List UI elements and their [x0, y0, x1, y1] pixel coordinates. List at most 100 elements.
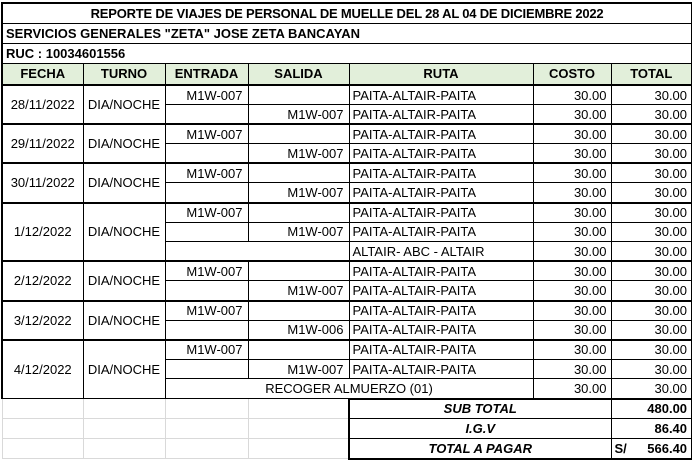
- trip-row: M1W-007 PAITA-ALTAIR-PAITA 30.00 30.00: [2, 104, 692, 125]
- entrada-cell: M1W-007: [164, 260, 249, 282]
- salida-cell: M1W-007: [247, 182, 350, 204]
- turno-cell: DIA/NOCHE: [82, 83, 166, 125]
- total-cell: 30.00: [610, 260, 692, 282]
- trip-row: 4/12/2022 DIA/NOCHE M1W-007 PAITA-ALTAIR…: [1, 338, 692, 399]
- entrada-cell: M1W-007: [164, 162, 249, 184]
- ruta-cell: PAITA-ALTAIR-PAITA: [348, 260, 534, 282]
- fecha-cell: 29/11/2022: [1, 123, 84, 164]
- ruta-cell: PAITA-ALTAIR-PAITA: [348, 358, 534, 380]
- salida-cell: [247, 299, 350, 321]
- entrada-cell: M1W-007: [164, 338, 249, 360]
- entrada-cell: M1W-007: [164, 84, 249, 106]
- ruta-cell: PAITA-ALTAIR-PAITA: [348, 201, 534, 223]
- empty-grid-cell: [164, 438, 249, 459]
- total-cell: 30.00: [610, 280, 692, 302]
- costo-cell: 30.00: [532, 123, 612, 145]
- turno-cell: DIA/NOCHE: [82, 123, 166, 164]
- empty-grid-cell: [164, 418, 249, 439]
- ruta-cell: PAITA-ALTAIR-PAITA: [348, 123, 534, 145]
- salida-cell: [247, 260, 350, 282]
- col-header-entrada: ENTRADA: [164, 62, 249, 86]
- total-cell: 30.00: [610, 241, 692, 262]
- ruta-cell: PAITA-ALTAIR-PAITA: [348, 182, 534, 204]
- col-header-costo: COSTO: [532, 62, 612, 86]
- trip-row: M1W-007 PAITA-ALTAIR-PAITA 30.00 30.00: [2, 182, 692, 204]
- empty-grid-cell: [82, 438, 166, 459]
- total-a-pagar-label: TOTAL A PAGAR: [348, 438, 612, 460]
- total-cell: 30.00: [610, 162, 692, 184]
- empty-grid-cell: [82, 398, 166, 419]
- salida-cell: [247, 84, 350, 106]
- entrada-cell: [164, 143, 249, 164]
- fecha-cell: 2/12/2022: [1, 260, 84, 302]
- total-cell: 30.00: [610, 84, 692, 106]
- trip-row: M1W-007 PAITA-ALTAIR-PAITA 30.00 30.00: [2, 221, 692, 243]
- trip-row: 3/12/2022 DIA/NOCHE M1W-007 PAITA-ALTAIR…: [1, 299, 692, 341]
- trip-row: 28/11/2022 DIA/NOCHE M1W-007 PAITA-ALTAI…: [1, 83, 692, 125]
- costo-cell: 30.00: [532, 280, 612, 302]
- salida-cell: M1W-007: [247, 358, 350, 380]
- costo-cell: 30.00: [532, 84, 612, 106]
- salida-cell: [247, 162, 350, 184]
- total-cell: 30.00: [610, 182, 692, 204]
- recoger-almuerzo-cell: RECOGER ALMUERZO (01): [164, 378, 534, 399]
- ruta-cell: PAITA-ALTAIR-PAITA: [348, 319, 534, 341]
- ruc-row: RUC : 10034601556: [0, 42, 692, 64]
- empty-grid-cell: [1, 438, 84, 459]
- subtotal-value: 480.00: [610, 397, 692, 419]
- salida-cell: M1W-006: [247, 319, 350, 341]
- total-cell: 30.00: [610, 123, 692, 145]
- igv-value: 86.40: [610, 418, 692, 439]
- salida-cell: [247, 201, 350, 223]
- col-header-fecha: FECHA: [1, 62, 84, 86]
- currency-symbol: S/: [614, 440, 627, 456]
- igv-label: I.G.V: [348, 418, 612, 439]
- salida-cell: M1W-007: [247, 143, 350, 164]
- entrada-salida-merged-cell: [164, 241, 350, 262]
- costo-cell: 30.00: [532, 162, 612, 184]
- salida-cell: M1W-007: [247, 221, 350, 243]
- title-row: REPORTE DE VIAJES DE PERSONAL DE MUELLE …: [0, 2, 692, 24]
- col-header-salida: SALIDA: [247, 62, 350, 86]
- entrada-cell: M1W-007: [164, 123, 249, 145]
- total-amount: 566.40: [647, 440, 688, 456]
- fecha-cell: 30/11/2022: [1, 162, 84, 204]
- trip-row: 30/11/2022 DIA/NOCHE M1W-007 PAITA-ALTAI…: [1, 162, 692, 204]
- empty-grid-cell: [247, 398, 350, 419]
- costo-cell: 30.00: [532, 299, 612, 321]
- summary-row: I.G.V 86.40: [1, 418, 692, 439]
- costo-cell: 30.00: [532, 201, 612, 223]
- turno-cell: DIA/NOCHE: [82, 201, 166, 262]
- entrada-cell: [164, 358, 249, 380]
- ruta-cell: PAITA-ALTAIR-PAITA: [348, 84, 534, 106]
- subtotal-label: SUB TOTAL: [348, 397, 612, 419]
- total-cell: 30.00: [610, 104, 692, 125]
- ruta-cell: PAITA-ALTAIR-PAITA: [348, 162, 534, 184]
- company-row: SERVICIOS GENERALES "ZETA" JOSE ZETA BAN…: [0, 22, 692, 44]
- empty-grid-cell: [1, 418, 84, 439]
- salida-cell: M1W-007: [247, 104, 350, 125]
- empty-grid-cell: [164, 398, 249, 419]
- fecha-cell: 4/12/2022: [1, 338, 84, 399]
- fecha-cell: 1/12/2022: [1, 201, 84, 262]
- costo-cell: 30.00: [532, 143, 612, 164]
- costo-cell: 30.00: [532, 241, 612, 262]
- fecha-cell: 3/12/2022: [1, 299, 84, 341]
- entrada-cell: M1W-007: [164, 299, 249, 321]
- entrada-cell: [164, 182, 249, 204]
- total-a-pagar-value: S/ 566.40: [610, 438, 692, 460]
- empty-grid-cell: [247, 438, 350, 459]
- ruta-cell: PAITA-ALTAIR-PAITA: [348, 143, 534, 164]
- trip-row: 2/12/2022 DIA/NOCHE M1W-007 PAITA-ALTAIR…: [1, 260, 692, 302]
- empty-grid-cell: [247, 418, 350, 439]
- entrada-cell: [164, 280, 249, 302]
- turno-cell: DIA/NOCHE: [82, 162, 166, 204]
- fecha-cell: 28/11/2022: [1, 83, 84, 125]
- ruta-cell: PAITA-ALTAIR-PAITA: [348, 221, 534, 243]
- total-cell: 30.00: [610, 378, 692, 399]
- company-name: SERVICIOS GENERALES "ZETA" JOSE ZETA BAN…: [0, 22, 692, 44]
- ruta-cell: PAITA-ALTAIR-PAITA: [348, 299, 534, 321]
- col-header-total: TOTAL: [610, 62, 692, 86]
- total-cell: 30.00: [610, 143, 692, 164]
